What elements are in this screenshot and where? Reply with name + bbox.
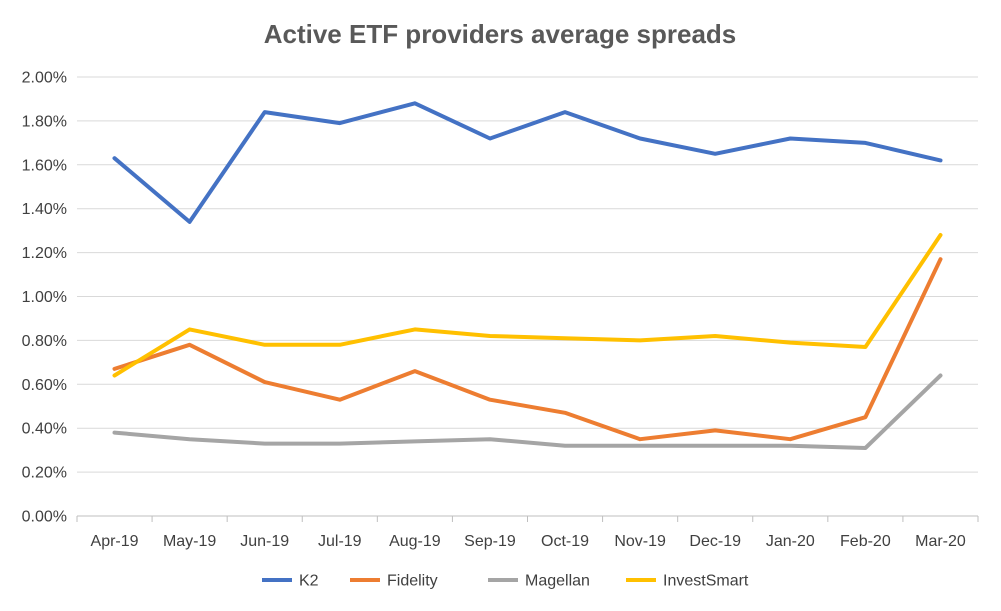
y-tick-label: 1.80% [22, 113, 67, 130]
legend-label: Fidelity [387, 573, 438, 590]
y-tick-label: 1.00% [22, 289, 67, 306]
x-tick-label: Jan-20 [766, 533, 815, 550]
y-tick-label: 0.80% [22, 333, 67, 350]
x-tick-label: Aug-19 [389, 533, 441, 550]
chart-title: Active ETF providers average spreads [264, 19, 737, 49]
y-tick-label: 0.00% [22, 509, 67, 526]
y-tick-label: 1.20% [22, 245, 67, 262]
y-tick-label: 0.20% [22, 465, 67, 482]
gridlines [76, 76, 979, 522]
series-line-fidelity [112, 257, 943, 442]
x-tick-label: Apr-19 [91, 533, 139, 550]
y-tick-label: 2.00% [22, 70, 67, 87]
series-line-investsmart [112, 233, 943, 378]
x-tick-label: Jun-19 [240, 533, 289, 550]
series-lines [112, 101, 943, 450]
x-tick-label: Sep-19 [464, 533, 516, 550]
y-axis-tick-labels: 0.00% 0.20% 0.40% 0.60% 0.80% 1.00% 1.20% 1.40%… [22, 70, 67, 526]
series-line-k2 [112, 101, 943, 224]
y-tick-label: 1.60% [22, 157, 67, 174]
legend-label: InvestSmart [663, 573, 749, 590]
x-tick-label: Jul-19 [318, 533, 362, 550]
x-tick-label: Feb-20 [840, 533, 891, 550]
legend-label: K2 [299, 573, 319, 590]
legend: K2 Fidelity Magellan InvestSmart [262, 573, 749, 590]
legend-item-investsmart: InvestSmart [626, 573, 749, 590]
x-tick-label: Oct-19 [541, 533, 589, 550]
y-tick-label: 1.40% [22, 201, 67, 218]
x-tick-label: Dec-19 [689, 533, 741, 550]
x-tick-label: Mar-20 [915, 533, 966, 550]
legend-item-magellan: Magellan [488, 573, 590, 590]
legend-label: Magellan [525, 573, 590, 590]
x-axis-tick-labels: Apr-19 May-19 Jun-19 Jul-19 Aug-19 Sep-19 Oct-… [91, 533, 966, 550]
legend-item-k2: K2 [262, 573, 319, 590]
legend-item-fidelity: Fidelity [350, 573, 438, 590]
y-tick-label: 0.40% [22, 421, 67, 438]
series-line-magellan [112, 373, 943, 450]
x-tick-label: Nov-19 [614, 533, 666, 550]
x-tick-label: May-19 [163, 533, 216, 550]
y-tick-label: 0.60% [22, 377, 67, 394]
